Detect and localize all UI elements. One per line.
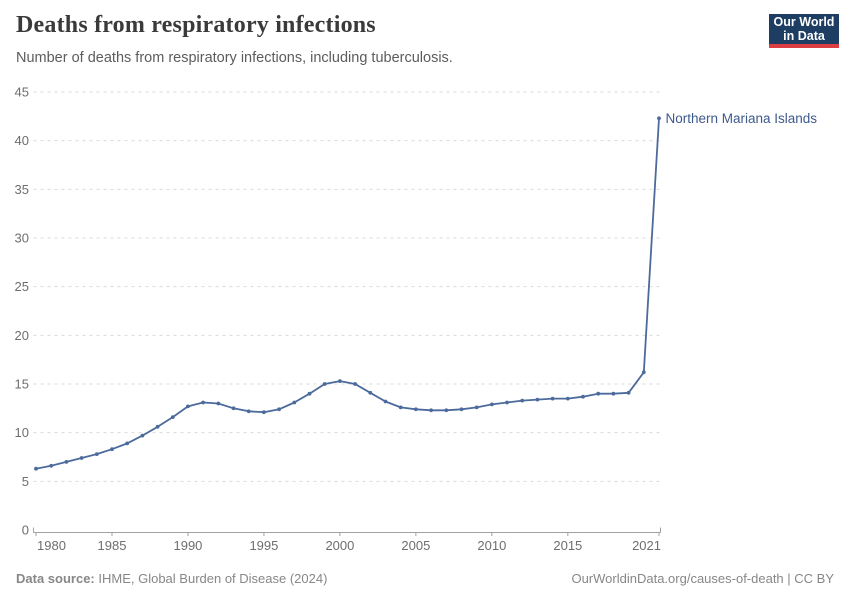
data-point (626, 390, 631, 395)
y-tick-label: 45 (15, 85, 29, 100)
logo-line2: in Data (783, 29, 825, 43)
data-point (322, 382, 327, 386)
data-point (611, 391, 616, 396)
data-point (140, 433, 145, 438)
data-point (581, 394, 585, 399)
y-tick-label: 30 (15, 231, 29, 246)
data-point (550, 396, 555, 401)
entity-label[interactable]: Northern Mariana Islands (665, 111, 817, 126)
data-point (429, 408, 433, 413)
y-tick-label: 15 (15, 377, 29, 392)
x-tick-label: 2015 (553, 538, 582, 553)
chart-subtitle: Number of deaths from respiratory infect… (16, 50, 453, 66)
data-point (292, 400, 297, 405)
y-tick-label: 10 (15, 425, 29, 440)
data-point (398, 405, 403, 410)
data-point (216, 401, 221, 406)
data-point (565, 396, 570, 401)
data-point (505, 400, 509, 405)
series-northern-mariana-islands[interactable] (34, 116, 661, 471)
data-point (186, 404, 190, 409)
logo-line1: Our World (773, 15, 835, 29)
data-point (110, 447, 114, 452)
data-point (368, 390, 373, 395)
page-title: Deaths from respiratory infections (16, 12, 376, 38)
data-point (94, 452, 99, 456)
data-point (383, 399, 388, 404)
data-point (520, 398, 525, 403)
data-source-label: Data source: (16, 571, 95, 586)
data-source: Data source: IHME, Global Burden of Dise… (16, 571, 327, 586)
data-point (444, 408, 449, 413)
data-point (459, 407, 464, 412)
data-point (49, 463, 54, 468)
data-point (338, 379, 342, 383)
x-tick-label: 2021 (632, 538, 661, 553)
data-point (79, 456, 84, 460)
data-point (474, 405, 479, 410)
data-point (657, 116, 661, 121)
data-point (170, 415, 175, 419)
data-point (596, 391, 601, 396)
x-tick-label: 2005 (401, 538, 430, 553)
data-point (414, 407, 418, 412)
data-point (125, 441, 130, 446)
data-point (64, 460, 69, 464)
y-tick-label: 35 (15, 182, 29, 197)
data-point (353, 382, 357, 386)
y-tick-label: 20 (15, 328, 29, 343)
data-point (155, 424, 160, 429)
data-point (535, 397, 540, 402)
chart-footer: Data source: IHME, Global Burden of Dise… (16, 571, 834, 586)
x-tick-label: 1985 (98, 538, 127, 553)
x-tick-label: 1980 (37, 538, 66, 553)
data-point (246, 409, 251, 414)
x-tick-label: 2010 (477, 538, 506, 553)
data-point (277, 407, 281, 412)
x-tick-label: 1995 (249, 538, 278, 553)
x-tick-label: 1990 (173, 538, 202, 553)
data-point (641, 370, 646, 375)
y-tick-label: 5 (22, 474, 29, 489)
y-tick-label: 0 (22, 523, 29, 538)
data-point (307, 391, 312, 396)
y-tick-label: 25 (15, 279, 29, 294)
data-point (231, 406, 236, 411)
series-line (35, 117, 660, 470)
data-point (490, 402, 494, 407)
credit-link[interactable]: OurWorldinData.org/causes-of-death | CC … (571, 571, 834, 586)
x-tick-label: 2000 (325, 538, 354, 553)
data-point (201, 400, 206, 405)
y-tick-label: 40 (15, 133, 29, 148)
data-source-value[interactable]: IHME, Global Burden of Disease (2024) (98, 571, 328, 586)
data-point (34, 466, 38, 471)
owid-logo[interactable]: Our World in Data (769, 14, 839, 48)
data-point (262, 410, 266, 415)
